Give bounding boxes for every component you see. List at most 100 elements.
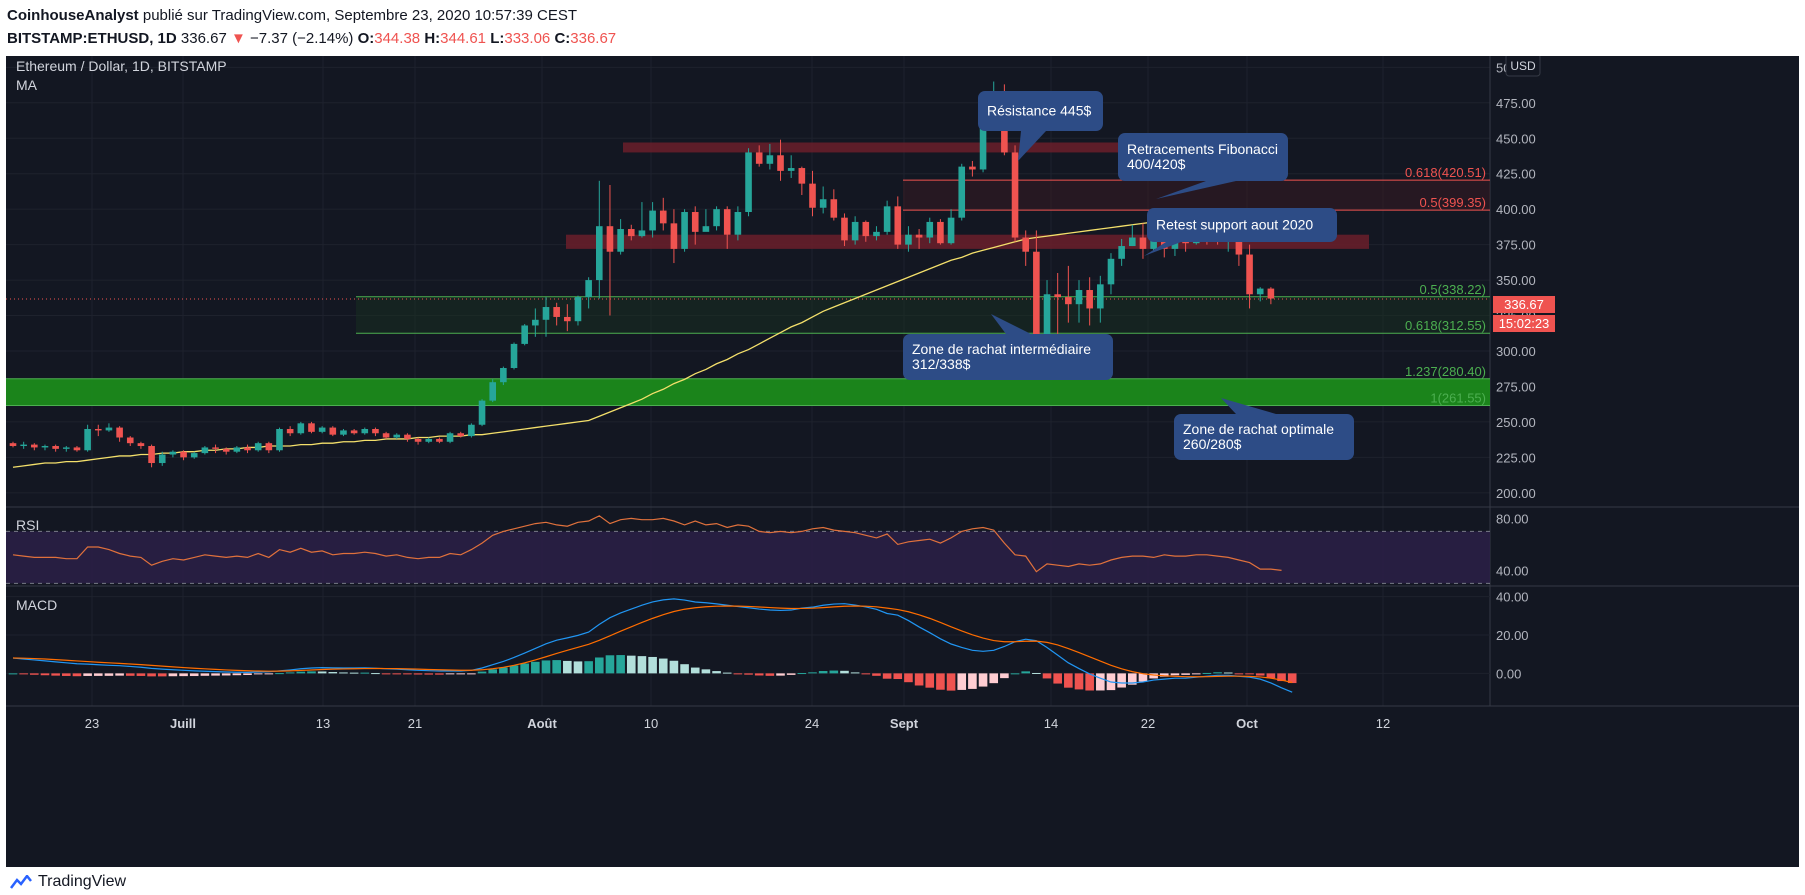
candle-body[interactable] bbox=[713, 209, 720, 227]
currency-label[interactable]: USD bbox=[1510, 59, 1536, 73]
candle-body[interactable] bbox=[958, 166, 966, 218]
candle-body[interactable] bbox=[180, 451, 187, 458]
annotations[interactable]: Résistance 445$ Retracements Fibonacci 400… bbox=[903, 91, 1354, 460]
candle-body[interactable] bbox=[745, 152, 752, 213]
candle-body[interactable] bbox=[564, 316, 571, 322]
candle-body[interactable] bbox=[41, 446, 49, 448]
candle-body[interactable] bbox=[947, 217, 955, 244]
candle-body[interactable] bbox=[596, 226, 603, 281]
candle-body[interactable] bbox=[883, 206, 891, 232]
candle-body[interactable] bbox=[510, 343, 518, 369]
chart-area[interactable]: 0.618(420.51) 0.5(399.35) 0.5(338.22) 0.618… bbox=[6, 53, 1799, 867]
candle-body[interactable] bbox=[766, 155, 774, 164]
candle-body[interactable] bbox=[627, 229, 635, 237]
candle-body[interactable] bbox=[841, 217, 848, 241]
candle-body[interactable] bbox=[659, 210, 667, 224]
candle-body[interactable] bbox=[254, 443, 262, 451]
candle-body[interactable] bbox=[276, 428, 283, 451]
candle-body[interactable] bbox=[926, 221, 934, 238]
candle-body[interactable] bbox=[1054, 294, 1061, 298]
candle-body[interactable] bbox=[830, 199, 838, 218]
candle-body[interactable] bbox=[606, 226, 614, 252]
candle-body[interactable] bbox=[755, 152, 763, 164]
candle-body[interactable] bbox=[819, 199, 827, 208]
candle-body[interactable] bbox=[862, 221, 870, 237]
callout-box[interactable] bbox=[1118, 133, 1288, 181]
candle-body[interactable] bbox=[137, 443, 145, 447]
candle-body[interactable] bbox=[638, 230, 646, 237]
candle-body[interactable] bbox=[1043, 294, 1051, 337]
candle-body[interactable] bbox=[350, 430, 358, 434]
candle-body[interactable] bbox=[670, 223, 678, 249]
candle-body[interactable] bbox=[1118, 246, 1125, 259]
candle-body[interactable] bbox=[489, 382, 496, 401]
candle-body[interactable] bbox=[915, 234, 923, 238]
candle-body[interactable] bbox=[446, 433, 454, 442]
candle-body[interactable] bbox=[542, 307, 550, 320]
callout-box[interactable] bbox=[903, 334, 1113, 380]
candle-body[interactable] bbox=[969, 166, 976, 170]
candle-body[interactable] bbox=[521, 325, 528, 344]
candle-body[interactable] bbox=[734, 212, 742, 235]
candle-body[interactable] bbox=[318, 427, 326, 432]
candle-body[interactable] bbox=[1022, 237, 1029, 252]
candle-body[interactable] bbox=[851, 221, 859, 241]
candle-body[interactable] bbox=[286, 428, 294, 434]
candle-body[interactable] bbox=[1033, 251, 1040, 337]
candle-body[interactable] bbox=[798, 168, 806, 184]
candle-body[interactable] bbox=[979, 116, 987, 170]
candle-body[interactable] bbox=[382, 433, 390, 438]
candle-body[interactable] bbox=[329, 427, 337, 435]
candle-body[interactable] bbox=[574, 297, 582, 322]
candle-body[interactable] bbox=[372, 428, 379, 434]
callout-box[interactable] bbox=[1147, 208, 1337, 242]
candle-body[interactable] bbox=[500, 368, 507, 383]
candle-body[interactable] bbox=[702, 226, 710, 232]
candle-body[interactable] bbox=[126, 437, 134, 444]
candle-body[interactable] bbox=[1075, 290, 1083, 305]
candle-body[interactable] bbox=[20, 444, 27, 447]
candles[interactable] bbox=[9, 81, 1275, 468]
candle-body[interactable] bbox=[169, 451, 177, 455]
tradingview-logo[interactable]: TradingView bbox=[10, 873, 126, 891]
candle-body[interactable] bbox=[649, 210, 656, 231]
candle-body[interactable] bbox=[585, 280, 592, 298]
candle-body[interactable] bbox=[212, 447, 219, 449]
candle-body[interactable] bbox=[468, 424, 475, 437]
candle-body[interactable] bbox=[244, 447, 251, 451]
candle-body[interactable] bbox=[158, 454, 166, 464]
candle-body[interactable] bbox=[190, 453, 198, 458]
candle-body[interactable] bbox=[905, 234, 912, 245]
candle-body[interactable] bbox=[1097, 284, 1104, 309]
candle-body[interactable] bbox=[222, 448, 230, 452]
candle-body[interactable] bbox=[361, 428, 369, 434]
candle-body[interactable] bbox=[478, 400, 486, 425]
candle-body[interactable] bbox=[265, 443, 273, 451]
candle-body[interactable] bbox=[201, 447, 209, 454]
author-name[interactable]: CoinhouseAnalyst bbox=[7, 7, 139, 24]
candle-body[interactable] bbox=[52, 446, 59, 449]
candle-body[interactable] bbox=[1267, 288, 1275, 299]
candle-body[interactable] bbox=[691, 212, 699, 232]
candle-body[interactable] bbox=[233, 447, 241, 452]
candle-body[interactable] bbox=[436, 438, 443, 442]
candle-body[interactable] bbox=[148, 446, 155, 464]
candle-body[interactable] bbox=[937, 221, 944, 244]
candle-body[interactable] bbox=[553, 307, 560, 317]
callout-box[interactable] bbox=[978, 91, 1103, 131]
candle-body[interactable] bbox=[723, 209, 731, 235]
candle-body[interactable] bbox=[777, 155, 784, 171]
candle-body[interactable] bbox=[1235, 237, 1243, 255]
callout-box[interactable] bbox=[1174, 414, 1354, 460]
candle-body[interactable] bbox=[105, 427, 113, 431]
candle-body[interactable] bbox=[116, 427, 123, 438]
candle-body[interactable] bbox=[414, 438, 422, 442]
candle-body[interactable] bbox=[1139, 237, 1147, 249]
candle-body[interactable] bbox=[1256, 288, 1264, 295]
candle-body[interactable] bbox=[1086, 290, 1093, 309]
candle-body[interactable] bbox=[425, 438, 433, 442]
candle-body[interactable] bbox=[297, 423, 305, 434]
candle-body[interactable] bbox=[1107, 258, 1115, 285]
candle-body[interactable] bbox=[1246, 254, 1253, 295]
candle-body[interactable] bbox=[404, 434, 411, 439]
